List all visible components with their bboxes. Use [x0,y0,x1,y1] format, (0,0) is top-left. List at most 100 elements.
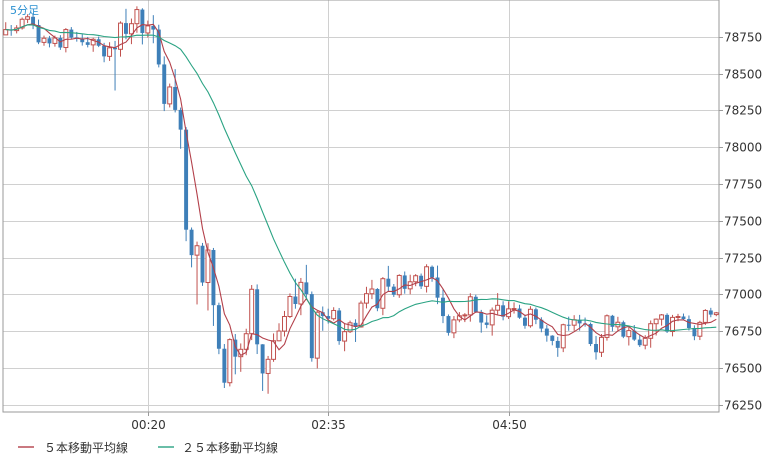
candle-body-down [216,305,221,349]
candle-body-up [347,322,353,333]
candle-body-down [391,286,396,295]
candle-body-up [282,316,287,332]
y-tick-label: 77000 [724,288,762,302]
y-tick-label: 76500 [724,362,762,376]
candle-body-up [451,319,457,334]
candle-body-down [402,275,407,289]
legend-label-ma25: ２５本移動平均線 [182,440,278,455]
candle-body-down [124,23,128,34]
candle-body-up [227,339,233,384]
candle-body-up [128,23,134,35]
candle-body-up [63,29,69,49]
candle-body-up [659,314,665,320]
candle-body-down [665,314,670,332]
candle-body-down [681,316,686,320]
y-tick-label: 76750 [724,325,762,339]
y-tick-label: 78250 [724,104,762,118]
moving-average-lines [5,23,717,357]
candle-body-up [604,315,610,338]
x-axis: 00:20 02:35 04:50 [131,412,527,432]
ma25-line [5,24,717,332]
candle-body-down [446,316,451,333]
candle-body-up [413,275,419,283]
candle-body-down [47,38,52,44]
candle-body-down [102,45,107,57]
candle-body-down [36,25,41,43]
candle-body-up [653,318,659,325]
candle-body-down [304,282,309,295]
candle-body-up [599,336,604,353]
candle-body-up [167,86,173,105]
candle-body-down [588,324,593,345]
candle-body-up [369,288,375,295]
candle-body-down [85,42,90,45]
y-tick-label: 77500 [724,215,762,229]
candle-body-down [566,324,571,326]
candle-body-down [686,319,691,328]
candle-body-down [430,266,435,278]
candle-body-down [80,38,85,43]
candle-body-down [211,249,216,306]
candle-body-up [276,330,282,342]
candle-body-up [697,321,703,337]
candle-body-down [708,310,713,315]
candle-body-down [484,322,489,325]
candle-body-up [118,22,123,50]
candle-body-up [41,37,47,43]
candle-body-up [90,38,96,46]
candle-body-down [555,340,560,348]
candle-body-up [396,274,402,296]
candle-body-down [31,16,36,26]
candle-body-up [495,304,501,311]
y-tick-label: 78500 [724,68,762,82]
candle-body-up [489,309,495,326]
candle-body-up [648,323,654,339]
candle-body-up [134,9,140,25]
candle-body-up [25,16,31,20]
candle-body-down [353,322,358,327]
candle-body-down [637,339,642,346]
candle-body-up [249,288,255,335]
candle-body-up [331,309,337,320]
candle-body-down [222,348,227,383]
candle-body-down [326,316,331,319]
ma5-line [5,23,717,357]
candle-body-down [156,29,161,65]
candle-body-down [58,37,63,48]
candle-body-down [610,315,615,327]
x-tick-label: 02:35 [311,418,346,432]
candle-body-down [435,277,440,298]
candle-body-down [233,339,238,357]
y-tick-label: 78000 [724,141,762,155]
candle-body-up [19,18,25,29]
candle-body-down [479,311,484,323]
candle-body-up [342,331,348,342]
candle-body-down [260,344,265,374]
candle-body-down [441,297,445,317]
y-tick-label: 77250 [724,252,762,266]
plot-frame [2,0,720,413]
candle-body-down [151,25,156,30]
candle-body-down [309,294,314,359]
candle-body-up [3,29,9,36]
candle-body-down [517,308,522,318]
candle-body-up [424,266,430,287]
candle-body-down [632,330,637,340]
candle-body-up [467,296,473,316]
candle-body-down [140,9,145,33]
candle-body-up [194,245,200,256]
y-tick-label: 76250 [724,399,762,413]
candle-body-up [462,314,468,317]
candle-body-down [113,47,118,50]
candle-body-up [107,47,113,57]
x-tick-label: 00:20 [131,418,166,432]
candle-body-down [189,229,194,256]
candle-body-up [702,309,708,323]
chart-title: 5分足 [10,4,39,17]
candle-body-down [473,296,478,312]
candle-body-down [162,64,167,104]
y-tick-label: 77750 [724,178,762,192]
candle-body-down [375,288,380,309]
